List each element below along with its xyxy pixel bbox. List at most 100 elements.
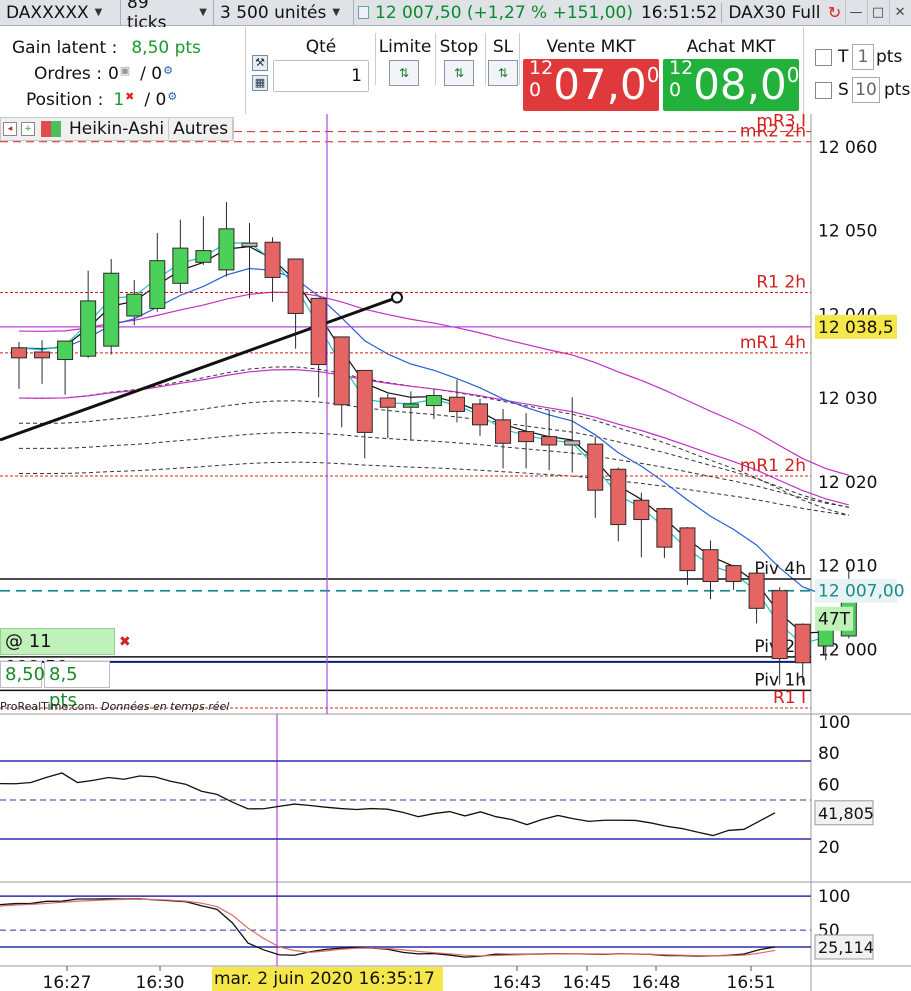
candle-body <box>126 293 143 317</box>
chart-title: DAX30 Full <box>721 2 824 23</box>
keypad-icon[interactable]: ▦ <box>252 75 268 91</box>
time-tick-label: 16:51 <box>727 973 776 991</box>
close-button[interactable]: ✕ <box>888 0 911 26</box>
time-tick-label: 16:27 <box>43 973 92 991</box>
candle-body <box>794 623 811 664</box>
stop-loss-button[interactable]: ⇅ <box>488 60 518 86</box>
divider <box>375 33 376 85</box>
s-points-input[interactable]: 10 <box>852 77 880 103</box>
moving-average-line <box>18 242 850 645</box>
last-price-tag: 12 007,00 <box>818 582 905 602</box>
position-info-panel: Gain latent : 8,50 pts Ordres : 0 ▣ / 0 … <box>0 27 246 114</box>
candle-body <box>264 241 281 278</box>
buy-price-main: 08,0 <box>693 60 787 109</box>
pivot-level-label: mR1 2h <box>740 456 806 476</box>
candle-body <box>103 272 120 347</box>
instrument-label: DAXXXXX <box>6 2 89 23</box>
pivot-level-label: mR1 4h <box>740 333 806 353</box>
chart-style-label[interactable]: Heikin-Ashi <box>65 119 170 139</box>
s-pts-label: pts <box>884 80 911 100</box>
divider <box>485 33 486 85</box>
divider <box>519 33 520 85</box>
oscillator-value-tag: 25,114 <box>818 938 874 957</box>
divider <box>803 27 804 114</box>
time-tick-label: 16:48 <box>632 973 681 991</box>
oscillator-line <box>0 772 776 837</box>
position-label: Position : <box>26 90 104 110</box>
quote-display: 12 007,50 (+1,27 % +151,00) <box>354 3 637 23</box>
chevron-down-icon: ▼ <box>199 7 207 18</box>
orders-label: Ordres : <box>34 64 102 84</box>
candle-body <box>195 250 212 263</box>
chevron-down-icon: ▼ <box>94 7 103 18</box>
close-position-icon[interactable]: ✖ <box>125 90 135 103</box>
candle-body <box>333 336 350 406</box>
candle-body <box>748 572 765 609</box>
sell-price-prefix: 12 0 <box>529 57 554 101</box>
time-tick-label: 16:30 <box>136 973 185 991</box>
bear-color-swatch <box>41 121 51 137</box>
units-dropdown[interactable]: 3 500 unités ▼ <box>214 0 354 26</box>
moving-average-line <box>18 461 849 516</box>
oscillator-signal-line <box>0 898 776 957</box>
ticks-left-bg <box>815 606 853 631</box>
price-tick-label: 12 060 <box>818 138 877 158</box>
wrench-icon[interactable]: ⚒ <box>252 55 268 71</box>
quote-text: 12 007,50 (+1,27 % +151,00) <box>375 2 633 23</box>
oscillator-tick-label: 100 <box>818 887 850 907</box>
divider <box>435 33 436 85</box>
stop-order-button[interactable]: ⇅ <box>444 60 474 86</box>
candle-body <box>817 629 834 647</box>
moving-average-line <box>18 267 849 597</box>
sell-price-main: 07,0 <box>553 60 647 109</box>
close-position-icon[interactable]: ✖ <box>119 634 131 650</box>
cursor-date-tag: mar. 2 juin 2020 16:35:17 <box>212 967 443 991</box>
stop-checkbox[interactable] <box>815 82 832 99</box>
refresh-icon[interactable]: ↻ <box>827 3 842 22</box>
trend-line-handle <box>391 291 403 304</box>
time-tick-label: 16:43 <box>493 973 542 991</box>
oscillator-tick-label: 20 <box>818 838 840 858</box>
settings-icon[interactable]: ⚙ <box>163 64 173 77</box>
realtime-label: Données en temps réel <box>101 700 230 713</box>
bull-color-swatch <box>51 121 61 137</box>
last-price-tag-bg <box>815 578 897 603</box>
collapse-icon[interactable]: ◂ <box>3 122 17 136</box>
candle-body <box>472 403 488 426</box>
add-indicator-icon[interactable]: + <box>21 122 35 136</box>
maximize-button[interactable]: □ <box>866 0 889 26</box>
price-axis <box>811 114 911 991</box>
oscillator-value-bg <box>814 934 874 960</box>
chart-legend: ◂ + Heikin-Ashi Autres <box>0 117 235 141</box>
orders-value: 0 <box>107 64 119 84</box>
candle-body <box>656 508 673 548</box>
buy-mkt-label: Achat MKT <box>686 37 776 57</box>
period-dropdown[interactable]: 89 ticks ▼ <box>121 0 214 33</box>
trailing-checkbox[interactable] <box>815 49 832 66</box>
minimize-button[interactable]: — <box>844 0 867 26</box>
sell-market-button[interactable]: 12 0 07,0 0 <box>523 57 659 111</box>
details-icon[interactable] <box>358 6 369 19</box>
settings-icon[interactable]: ⚙ <box>167 90 178 103</box>
toolbar: DAXXXXX ▼ 89 ticks ▼ 3 500 unités ▼ 12 007,… <box>0 0 911 33</box>
price-tick-label: 12 020 <box>818 473 877 493</box>
quantity-input[interactable]: 1 <box>273 60 369 92</box>
pivot-level-label: R1 2h <box>756 273 806 293</box>
t-points-input[interactable]: 1 <box>852 44 874 70</box>
trend-line <box>0 296 398 442</box>
pivot-level-label: mR3 I <box>756 114 806 132</box>
instrument-dropdown[interactable]: DAXXXXX ▼ <box>0 0 121 26</box>
candle-body <box>610 468 627 526</box>
pivot-level-label: mR2 2h <box>740 122 806 142</box>
gain-value: 8,50 pts <box>131 38 201 58</box>
position-entry-tag[interactable]: @ 11 998,50 <box>0 628 115 678</box>
cancel-orders-icon[interactable]: ▣ <box>119 64 131 77</box>
buy-market-button[interactable]: 12 0 08,0 0 <box>663 57 799 111</box>
limit-order-button[interactable]: ⇅ <box>389 60 419 86</box>
price-tick-label: 12 030 <box>818 389 877 409</box>
others-button[interactable]: Autres <box>169 119 234 139</box>
qty-label: Qté <box>305 37 337 57</box>
candle-body <box>771 590 788 660</box>
